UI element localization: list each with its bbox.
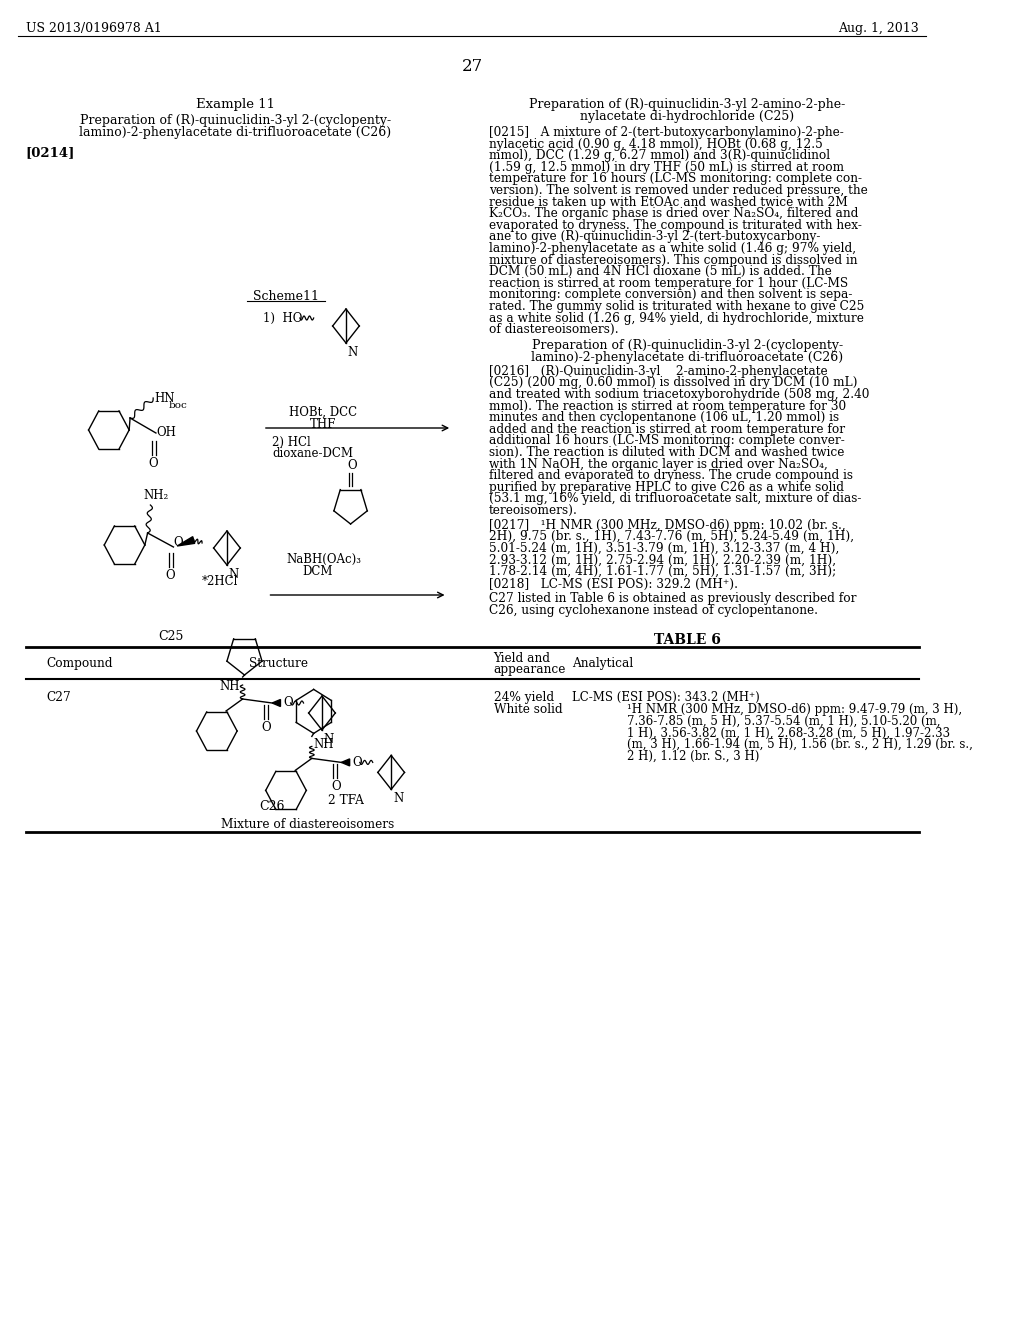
- Text: 1.78-2.14 (m, 4H), 1.61-1.77 (m, 5H), 1.31-1.57 (m, 3H);: 1.78-2.14 (m, 4H), 1.61-1.77 (m, 5H), 1.…: [489, 565, 837, 578]
- Text: O: O: [352, 756, 362, 768]
- Text: appearance: appearance: [494, 664, 566, 676]
- Text: HOBt, DCC: HOBt, DCC: [289, 407, 357, 418]
- Text: K₂CO₃. The organic phase is dried over Na₂SO₄, filtered and: K₂CO₃. The organic phase is dried over N…: [489, 207, 858, 220]
- Text: C27: C27: [46, 692, 71, 705]
- Text: O: O: [262, 721, 271, 734]
- Text: tereoisomers).: tereoisomers).: [489, 504, 578, 517]
- Text: mmol). The reaction is stirred at room temperature for 30: mmol). The reaction is stirred at room t…: [489, 400, 846, 413]
- Text: 5.01-5.24 (m, 1H), 3.51-3.79 (m, 1H), 3.12-3.37 (m, 4 H),: 5.01-5.24 (m, 1H), 3.51-3.79 (m, 1H), 3.…: [489, 541, 840, 554]
- Text: 2) HCl: 2) HCl: [272, 436, 311, 449]
- Text: 2 H), 1.12 (br. S., 3 H): 2 H), 1.12 (br. S., 3 H): [628, 750, 760, 763]
- Text: 1 H), 3.56-3.82 (m, 1 H), 2.68-3.28 (m, 5 H), 1.97-2.33: 1 H), 3.56-3.82 (m, 1 H), 2.68-3.28 (m, …: [628, 726, 950, 739]
- Text: (53.1 mg, 16% yield, di trifluoroacetate salt, mixture of dias-: (53.1 mg, 16% yield, di trifluoroacetate…: [489, 492, 861, 506]
- Text: Structure: Structure: [249, 657, 308, 671]
- Text: 1)  HO: 1) HO: [263, 312, 302, 325]
- Polygon shape: [272, 700, 281, 706]
- Text: with 1N NaOH, the organic layer is dried over Na₂SO₄,: with 1N NaOH, the organic layer is dried…: [489, 458, 827, 471]
- Text: NH₂: NH₂: [143, 488, 168, 502]
- Text: Example 11: Example 11: [196, 98, 274, 111]
- Text: TABLE 6: TABLE 6: [654, 634, 721, 647]
- Text: O: O: [331, 780, 341, 793]
- Text: ane to give (R)-quinuclidin-3-yl 2-(tert-butoxycarbony-: ane to give (R)-quinuclidin-3-yl 2-(tert…: [489, 231, 820, 243]
- Text: HN: HN: [154, 392, 174, 404]
- Text: NaBH(OAc)₃: NaBH(OAc)₃: [286, 553, 361, 566]
- Text: DCM: DCM: [303, 565, 333, 578]
- Text: Preparation of (R)-quinuclidin-3-yl 2-(cyclopenty-: Preparation of (R)-quinuclidin-3-yl 2-(c…: [531, 339, 843, 352]
- Text: residue is taken up with EtOAc and washed twice with 2M: residue is taken up with EtOAc and washe…: [489, 195, 848, 209]
- Text: Scheme11: Scheme11: [253, 290, 319, 304]
- Text: [0214]: [0214]: [26, 147, 75, 158]
- Text: dioxane-DCM: dioxane-DCM: [272, 447, 353, 459]
- Text: N: N: [324, 733, 334, 746]
- Text: C26: C26: [259, 800, 285, 813]
- Text: *2HCl: *2HCl: [202, 576, 239, 587]
- Polygon shape: [341, 759, 349, 766]
- Text: 7.36-7.85 (m, 5 H), 5.37-5.54 (m, 1 H), 5.10-5.20 (m,: 7.36-7.85 (m, 5 H), 5.37-5.54 (m, 1 H), …: [628, 715, 941, 727]
- Text: nylacetic acid (0.90 g, 4.18 mmol), HOBt (0.68 g, 12.5: nylacetic acid (0.90 g, 4.18 mmol), HOBt…: [489, 137, 822, 150]
- Text: reaction is stirred at room temperature for 1 hour (LC-MS: reaction is stirred at room temperature …: [489, 277, 848, 290]
- Text: [0215]   A mixture of 2-(tert-butoxycarbonylamino)-2-phe-: [0215] A mixture of 2-(tert-butoxycarbon…: [489, 125, 844, 139]
- Text: Aug. 1, 2013: Aug. 1, 2013: [838, 22, 919, 36]
- Text: 2H), 9.75 (br. s., 1H), 7.43-7.76 (m, 5H), 5.24-5.49 (m, 1H),: 2H), 9.75 (br. s., 1H), 7.43-7.76 (m, 5H…: [489, 531, 854, 544]
- Text: NH: NH: [313, 738, 334, 751]
- Text: Compound: Compound: [46, 657, 113, 671]
- Text: O: O: [284, 697, 293, 710]
- Text: THF: THF: [309, 418, 336, 432]
- Text: of diastereoisomers).: of diastereoisomers).: [489, 323, 618, 337]
- Text: O: O: [347, 459, 357, 473]
- Text: 2 TFA: 2 TFA: [328, 795, 364, 808]
- Text: C27 listed in Table 6 is obtained as previously described for: C27 listed in Table 6 is obtained as pre…: [489, 593, 856, 605]
- Text: O: O: [148, 457, 158, 470]
- Text: temperature for 16 hours (LC-MS monitoring: complete con-: temperature for 16 hours (LC-MS monitori…: [489, 173, 862, 185]
- Text: mixture of diastereoisomers). This compound is dissolved in: mixture of diastereoisomers). This compo…: [489, 253, 857, 267]
- Text: additional 16 hours (LC-MS monitoring: complete conver-: additional 16 hours (LC-MS monitoring: c…: [489, 434, 845, 447]
- Text: filtered and evaporated to dryness. The crude compound is: filtered and evaporated to dryness. The …: [489, 469, 853, 482]
- Text: mmol), DCC (1.29 g, 6.27 mmol) and 3(R)-quinuclidinol: mmol), DCC (1.29 g, 6.27 mmol) and 3(R)-…: [489, 149, 830, 162]
- Text: as a white solid (1.26 g, 94% yield, di hydrochloride, mixture: as a white solid (1.26 g, 94% yield, di …: [489, 312, 864, 325]
- Text: (C25) (200 mg, 0.60 mmol) is dissolved in dry DCM (10 mL): (C25) (200 mg, 0.60 mmol) is dissolved i…: [489, 376, 857, 389]
- Text: Mixture of diastereoisomers: Mixture of diastereoisomers: [221, 818, 394, 832]
- Text: sion). The reaction is diluted with DCM and washed twice: sion). The reaction is diluted with DCM …: [489, 446, 845, 459]
- Text: 24% yield: 24% yield: [494, 692, 554, 705]
- Text: rated. The gummy solid is triturated with hexane to give C25: rated. The gummy solid is triturated wit…: [489, 300, 864, 313]
- Text: nylacetate di-hydrochloride (C25): nylacetate di-hydrochloride (C25): [581, 110, 795, 123]
- Text: O: O: [173, 536, 182, 549]
- Text: Yield and: Yield and: [494, 652, 551, 665]
- Text: DCM (50 mL) and 4N HCl dioxane (5 mL) is added. The: DCM (50 mL) and 4N HCl dioxane (5 mL) is…: [489, 265, 831, 279]
- Text: 27: 27: [462, 58, 483, 75]
- Text: boc: boc: [169, 401, 187, 411]
- Text: [0217]   ¹H NMR (300 MHz, DMSO-d6) ppm: 10.02 (br. s.,: [0217] ¹H NMR (300 MHz, DMSO-d6) ppm: 10…: [489, 519, 846, 532]
- Text: lamino)-2-phenylacetate as a white solid (1.46 g; 97% yield,: lamino)-2-phenylacetate as a white solid…: [489, 242, 856, 255]
- Text: monitoring: complete conversion) and then solvent is sepa-: monitoring: complete conversion) and the…: [489, 288, 852, 301]
- Text: minutes and then cyclopentanone (106 uL, 1.20 mmol) is: minutes and then cyclopentanone (106 uL,…: [489, 412, 839, 424]
- Text: White solid: White solid: [494, 704, 562, 717]
- Text: O: O: [165, 569, 174, 582]
- Text: (m, 3 H), 1.66-1.94 (m, 5 H), 1.56 (br. s., 2 H), 1.29 (br. s.,: (m, 3 H), 1.66-1.94 (m, 5 H), 1.56 (br. …: [628, 738, 973, 751]
- Text: and treated with sodium triacetoxyborohydride (508 mg, 2.40: and treated with sodium triacetoxyborohy…: [489, 388, 869, 401]
- Text: [0218]   LC-MS (ESI POS): 329.2 (MH⁺).: [0218] LC-MS (ESI POS): 329.2 (MH⁺).: [489, 578, 738, 590]
- Text: N: N: [348, 346, 358, 359]
- Text: N: N: [228, 568, 239, 581]
- Text: Preparation of (R)-quinuclidin-3-yl 2-(cyclopenty-: Preparation of (R)-quinuclidin-3-yl 2-(c…: [80, 114, 391, 127]
- Text: lamino)-2-phenylacetate di-trifluoroacetate (C26): lamino)-2-phenylacetate di-trifluoroacet…: [79, 125, 391, 139]
- Text: ¹H NMR (300 MHz, DMSO-d6) ppm: 9.47-9.79 (m, 3 H),: ¹H NMR (300 MHz, DMSO-d6) ppm: 9.47-9.79…: [628, 704, 963, 717]
- Text: N: N: [393, 792, 403, 805]
- Text: evaporated to dryness. The compound is triturated with hex-: evaporated to dryness. The compound is t…: [489, 219, 862, 232]
- Text: C26, using cyclohexanone instead of cyclopentanone.: C26, using cyclohexanone instead of cycl…: [489, 603, 818, 616]
- Text: 2.93-3.12 (m, 1H), 2.75-2.94 (m, 1H), 2.20-2.39 (m, 1H),: 2.93-3.12 (m, 1H), 2.75-2.94 (m, 1H), 2.…: [489, 553, 836, 566]
- Text: purified by preparative HPLC to give C26 as a white solid: purified by preparative HPLC to give C26…: [489, 480, 844, 494]
- Text: [0216]   (R)-Quinuclidin-3-yl    2-amino-2-phenylacetate: [0216] (R)-Quinuclidin-3-yl 2-amino-2-ph…: [489, 364, 827, 378]
- Text: (1.59 g, 12.5 mmol) in dry THF (50 mL) is stirred at room: (1.59 g, 12.5 mmol) in dry THF (50 mL) i…: [489, 161, 844, 174]
- Text: added and the reaction is stirred at room temperature for: added and the reaction is stirred at roo…: [489, 422, 845, 436]
- Text: NH: NH: [219, 680, 240, 693]
- Text: version). The solvent is removed under reduced pressure, the: version). The solvent is removed under r…: [489, 183, 867, 197]
- Text: Preparation of (R)-quinuclidin-3-yl 2-amino-2-phe-: Preparation of (R)-quinuclidin-3-yl 2-am…: [529, 98, 846, 111]
- Text: OH: OH: [157, 426, 177, 440]
- Text: US 2013/0196978 A1: US 2013/0196978 A1: [26, 22, 162, 36]
- Text: LC-MS (ESI POS): 343.2 (MH⁺): LC-MS (ESI POS): 343.2 (MH⁺): [572, 692, 760, 705]
- Text: lamino)-2-phenylacetate di-trifluoroacetate (C26): lamino)-2-phenylacetate di-trifluoroacet…: [531, 351, 844, 364]
- Text: Analytical: Analytical: [572, 657, 633, 671]
- Polygon shape: [177, 537, 195, 546]
- Text: C25: C25: [158, 630, 183, 643]
